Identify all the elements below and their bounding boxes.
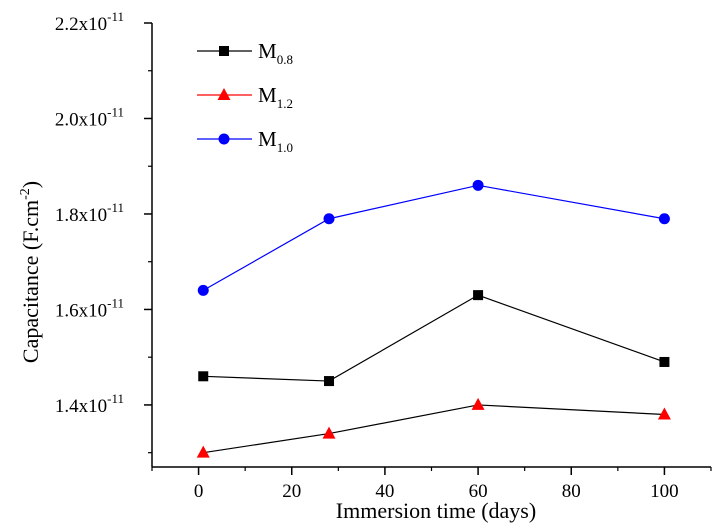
y-tick-label: 1.6x10-11 [55, 295, 124, 321]
x-tick-label: 60 [469, 481, 488, 502]
legend-label: M1.2 [258, 83, 293, 111]
x-tick-label: 100 [650, 481, 679, 502]
y-axis-title-sup: -2 [18, 188, 33, 200]
legend-label: M0.8 [258, 39, 293, 67]
data-point-circle [472, 179, 484, 191]
data-point-square [324, 376, 335, 387]
legend-marker-circle [218, 133, 230, 145]
x-tick-label: 80 [562, 481, 581, 502]
x-axis-title: Immersion time (days) [336, 498, 536, 523]
y-axis-title: Capacitance (F.cm-2) [18, 181, 43, 363]
legend-marker-square [219, 46, 229, 56]
y-tick-label: 1.8x10-11 [55, 200, 124, 226]
data-point-circle [658, 213, 670, 225]
data-point-circle [323, 213, 335, 225]
data-point-triangle [657, 407, 671, 420]
y-tick-label: 1.4x10-11 [55, 391, 124, 417]
axes [151, 23, 711, 468]
x-tick-label: 40 [375, 481, 394, 502]
data-point-square [473, 290, 484, 301]
data-point-triangle [196, 445, 210, 458]
series-line-1.0 [202, 184, 665, 291]
y-axis-title-base: Capacitance (F.cm [18, 200, 43, 363]
data-point-triangle [471, 397, 485, 410]
series-line-1.2 [203, 404, 665, 454]
x-tick-label: 20 [282, 481, 301, 502]
series-markers [196, 179, 671, 458]
y-tick-label: 2.2x10-11 [55, 9, 124, 35]
x-tick-label: 0 [194, 481, 204, 502]
y-axis-title-close: ) [18, 181, 43, 188]
data-point-square [659, 356, 670, 367]
series-line-0.8 [203, 294, 665, 382]
series-lines [202, 184, 665, 454]
data-point-square [198, 371, 209, 382]
legend-marker-triangle [217, 88, 231, 100]
legend: M0.8 M1.2 M1.0 [197, 39, 293, 155]
data-point-circle [197, 284, 209, 296]
legend-label: M1.0 [258, 127, 293, 155]
data-point-triangle [322, 426, 336, 439]
y-tick-label: 2.0x10-11 [55, 104, 124, 130]
ticks: 0 20 40 60 80 100 1.4x10-11 1.6x10-11 1.8x10-11 2… [55, 9, 712, 502]
